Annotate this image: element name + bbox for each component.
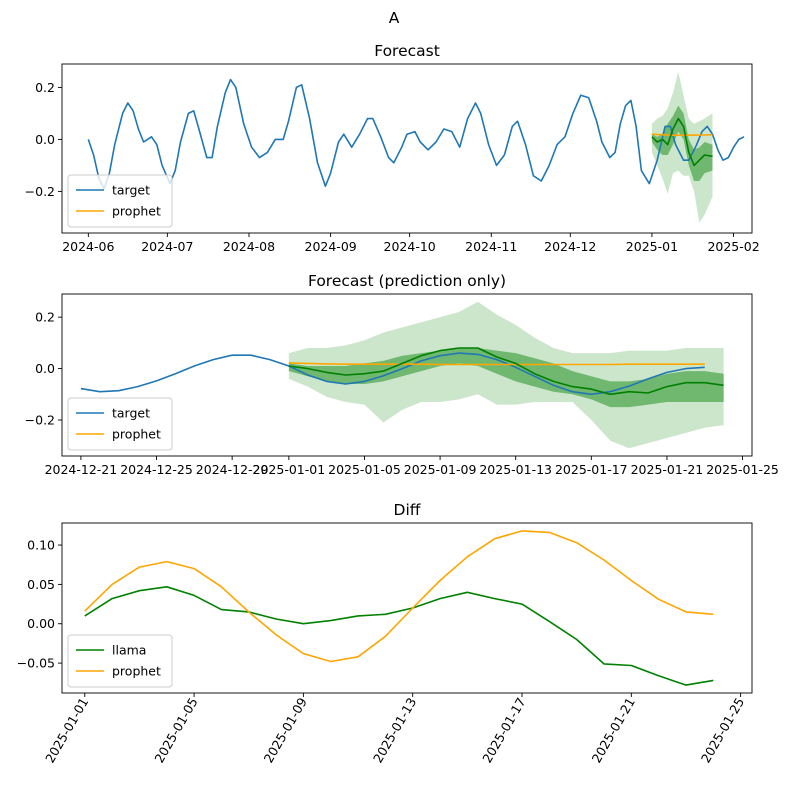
legend-label-target: target — [112, 406, 150, 421]
y-tick-label: 0.0 — [35, 132, 55, 147]
x-tick-label: 2025-01-21 — [589, 695, 638, 765]
x-tick-label: 2025-01-01 — [42, 695, 91, 765]
legend-label-prophet: prophet — [112, 664, 161, 679]
confidence-band-inner — [288, 348, 724, 408]
chart-panels: Forecast −0.2 0.0 0.2 2024-06 2024-07 2024-08 2… — [17, 42, 779, 765]
x-tick-label: 2024-11 — [465, 239, 517, 254]
x-tick-label: 2025-01-13 — [479, 462, 552, 477]
x-tick-label: 2024-12-25 — [120, 462, 193, 477]
series-line-target — [80, 352, 705, 396]
panel-2: Forecast (prediction only) −0.2 0.0 0.2 2024… — [25, 272, 779, 477]
legend: target prophet — [67, 397, 173, 451]
series-line-prophet — [651, 133, 713, 136]
x-tick-label: 2025-01-17 — [479, 695, 528, 765]
series-line-llama — [84, 585, 714, 686]
y-tick-label: −0.2 — [25, 184, 55, 199]
axes-frame — [61, 522, 753, 694]
x-tick-label: 2024-12 — [544, 239, 596, 254]
x-tick-label: 2025-01-05 — [328, 462, 401, 477]
y-tick-label: 0.2 — [35, 80, 55, 95]
y-tick-label: 0.2 — [35, 310, 55, 325]
series-line-llama — [288, 347, 724, 396]
x-tick-label: 2025-01-01 — [253, 462, 326, 477]
x-tick-label: 2025-01-09 — [261, 695, 310, 765]
figure-suptitle: A — [389, 9, 400, 27]
y-tick-label: −0.2 — [25, 413, 55, 428]
x-tick-label: 2024-12-29 — [196, 462, 269, 477]
x-tick-label: 2025-02 — [707, 239, 759, 254]
x-tick-label: 2025-01-09 — [404, 462, 477, 477]
series-line-prophet — [84, 530, 714, 663]
panel-title: Diff — [394, 501, 421, 519]
panel-title: Forecast (prediction only) — [308, 272, 506, 290]
legend-label-prophet: prophet — [112, 427, 161, 442]
x-tick-label: 2025-01-13 — [370, 695, 419, 765]
x-tick-label: 2025-01-21 — [631, 462, 704, 477]
y-tick-label: 0.0 — [35, 361, 55, 376]
confidence-band-outer — [288, 301, 724, 449]
y-tick-label: 0.00 — [27, 616, 55, 631]
axes-frame — [61, 293, 753, 457]
series-line-llama — [651, 117, 713, 167]
legend-box — [67, 397, 173, 451]
legend-label-target: target — [112, 183, 150, 198]
series-line-target — [87, 78, 745, 190]
panel-3: Diff −0.05 0.00 0.05 0.10 2025-01-01 2025-01-0… — [17, 501, 753, 765]
y-tick-label: 0.05 — [27, 577, 55, 592]
x-tick-label: 2024-09 — [305, 239, 357, 254]
x-tick-label: 2025-01-25 — [698, 695, 747, 765]
y-tick-label: 0.10 — [27, 538, 55, 553]
legend: llama prophet — [67, 634, 173, 688]
legend-label-llama: llama — [112, 643, 146, 658]
x-tick-label: 2025-01-05 — [151, 695, 200, 765]
legend-label-prophet: prophet — [112, 204, 161, 219]
x-tick-label: 2024-06 — [62, 239, 114, 254]
panel-title: Forecast — [374, 42, 440, 60]
x-tick-label: 2025-01 — [626, 239, 678, 254]
axes-frame — [61, 63, 753, 234]
y-tick-label: −0.05 — [17, 656, 55, 671]
panel-1: Forecast −0.2 0.0 0.2 2024-06 2024-07 2024-08 2… — [25, 42, 760, 254]
series-line-prophet — [288, 362, 705, 366]
x-tick-label: 2024-08 — [223, 239, 275, 254]
legend: target prophet — [67, 174, 173, 228]
confidence-band-outer — [651, 71, 713, 223]
x-tick-label: 2025-01-25 — [706, 462, 779, 477]
x-tick-label: 2024-10 — [384, 239, 436, 254]
x-tick-label: 2024-12-21 — [45, 462, 118, 477]
x-tick-label: 2025-01-17 — [555, 462, 628, 477]
x-tick-label: 2024-07 — [141, 239, 193, 254]
legend-box — [67, 634, 173, 688]
legend-box — [67, 174, 173, 228]
